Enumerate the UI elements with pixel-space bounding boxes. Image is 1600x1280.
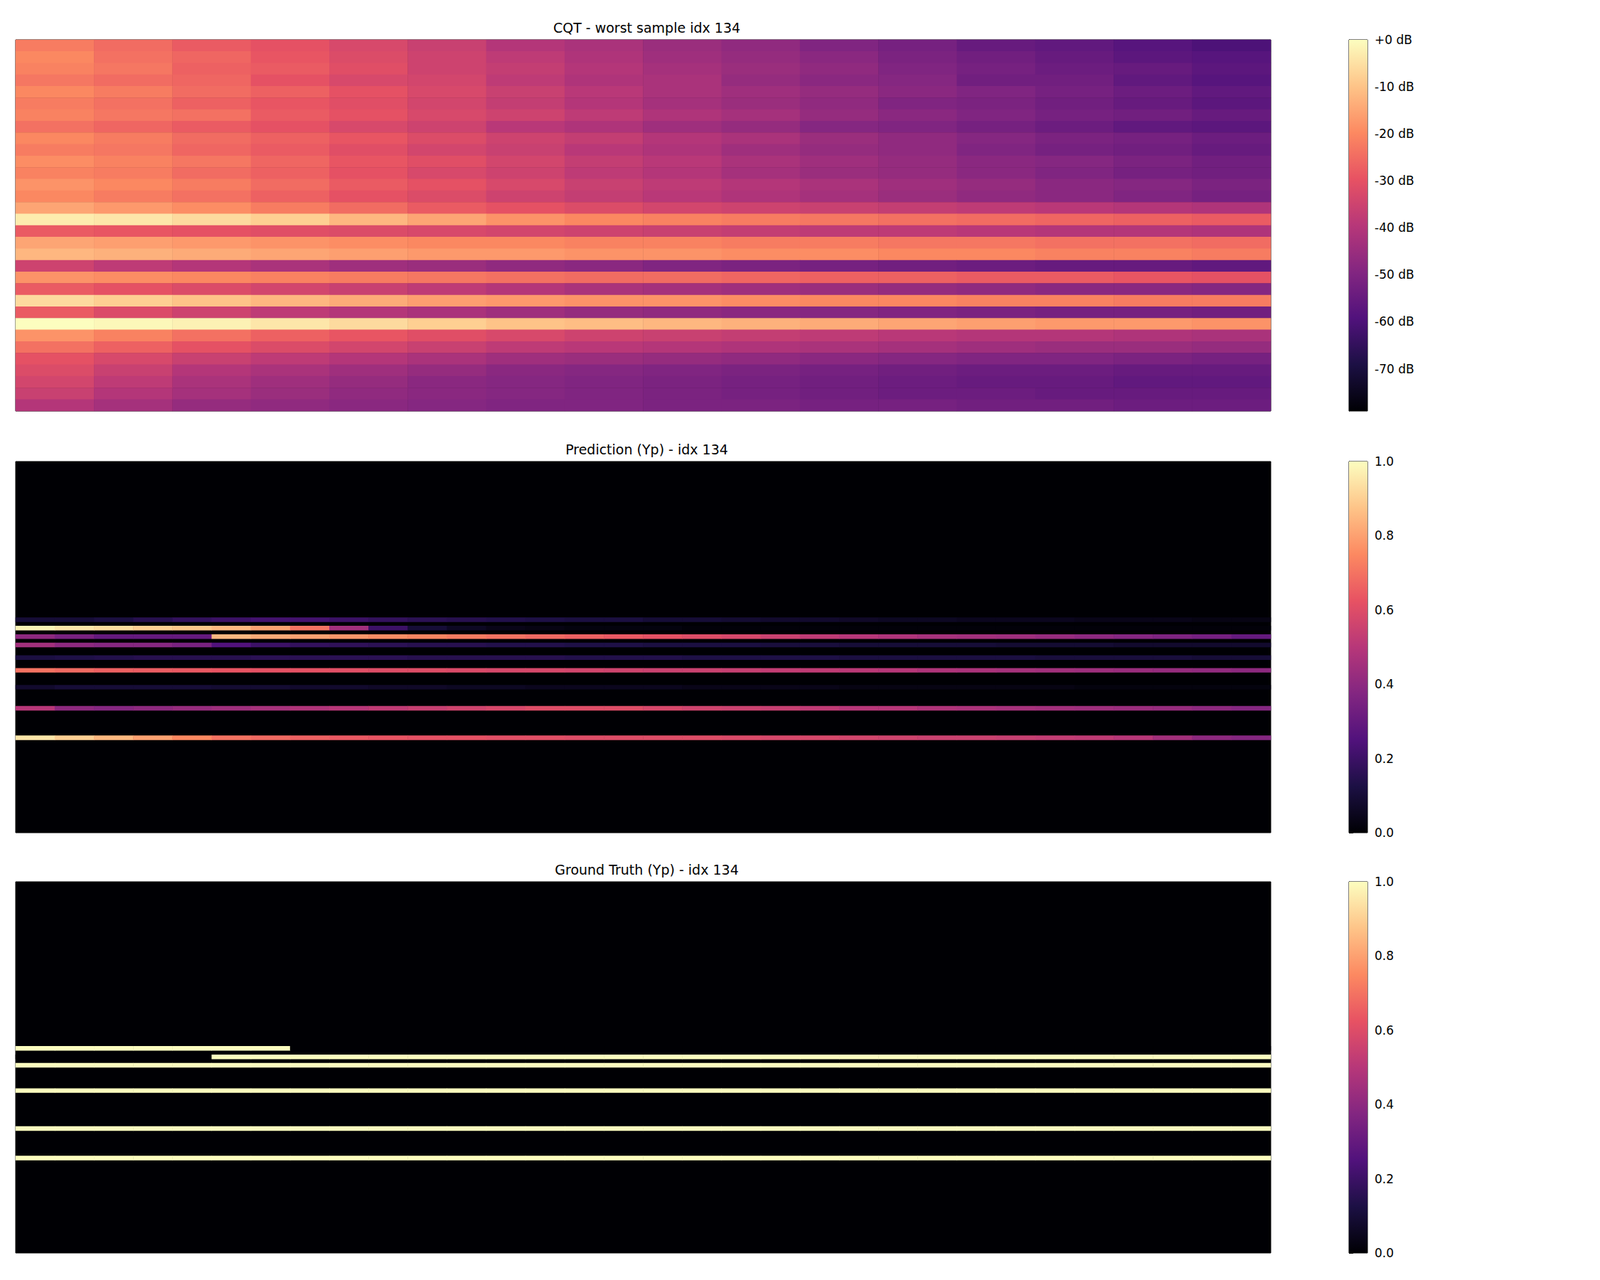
svg-text:0.0: 0.0 <box>1374 1245 1394 1261</box>
svg-text:0.0: 0.0 <box>1374 825 1394 840</box>
svg-text:0.6: 0.6 <box>1374 603 1394 618</box>
svg-text:-10 dB: -10 dB <box>1374 79 1415 94</box>
svg-text:0.6: 0.6 <box>1374 1023 1394 1038</box>
svg-text:0.2: 0.2 <box>1374 1171 1394 1187</box>
svg-text:0.8: 0.8 <box>1374 948 1394 963</box>
svg-text:+0 dB: +0 dB <box>1374 32 1413 47</box>
svg-text:-70 dB: -70 dB <box>1374 361 1415 377</box>
svg-text:-20 dB: -20 dB <box>1374 126 1415 141</box>
svg-text:0.2: 0.2 <box>1374 751 1394 766</box>
svg-text:-40 dB: -40 dB <box>1374 220 1415 235</box>
svg-text:CQT - worst sample idx 134: CQT - worst sample idx 134 <box>553 19 741 36</box>
svg-text:0.4: 0.4 <box>1374 1097 1394 1112</box>
svg-text:Ground Truth (Yp) - idx 134: Ground Truth (Yp) - idx 134 <box>554 861 739 878</box>
svg-text:1.0: 1.0 <box>1374 454 1394 469</box>
svg-text:1.0: 1.0 <box>1374 874 1394 889</box>
svg-text:-50 dB: -50 dB <box>1374 267 1415 282</box>
svg-text:-60 dB: -60 dB <box>1374 314 1415 329</box>
svg-text:0.4: 0.4 <box>1374 676 1394 692</box>
svg-text:Prediction (Yp) - idx 134: Prediction (Yp) - idx 134 <box>565 441 729 458</box>
svg-text:-30 dB: -30 dB <box>1374 173 1415 188</box>
svg-text:0.8: 0.8 <box>1374 528 1394 543</box>
